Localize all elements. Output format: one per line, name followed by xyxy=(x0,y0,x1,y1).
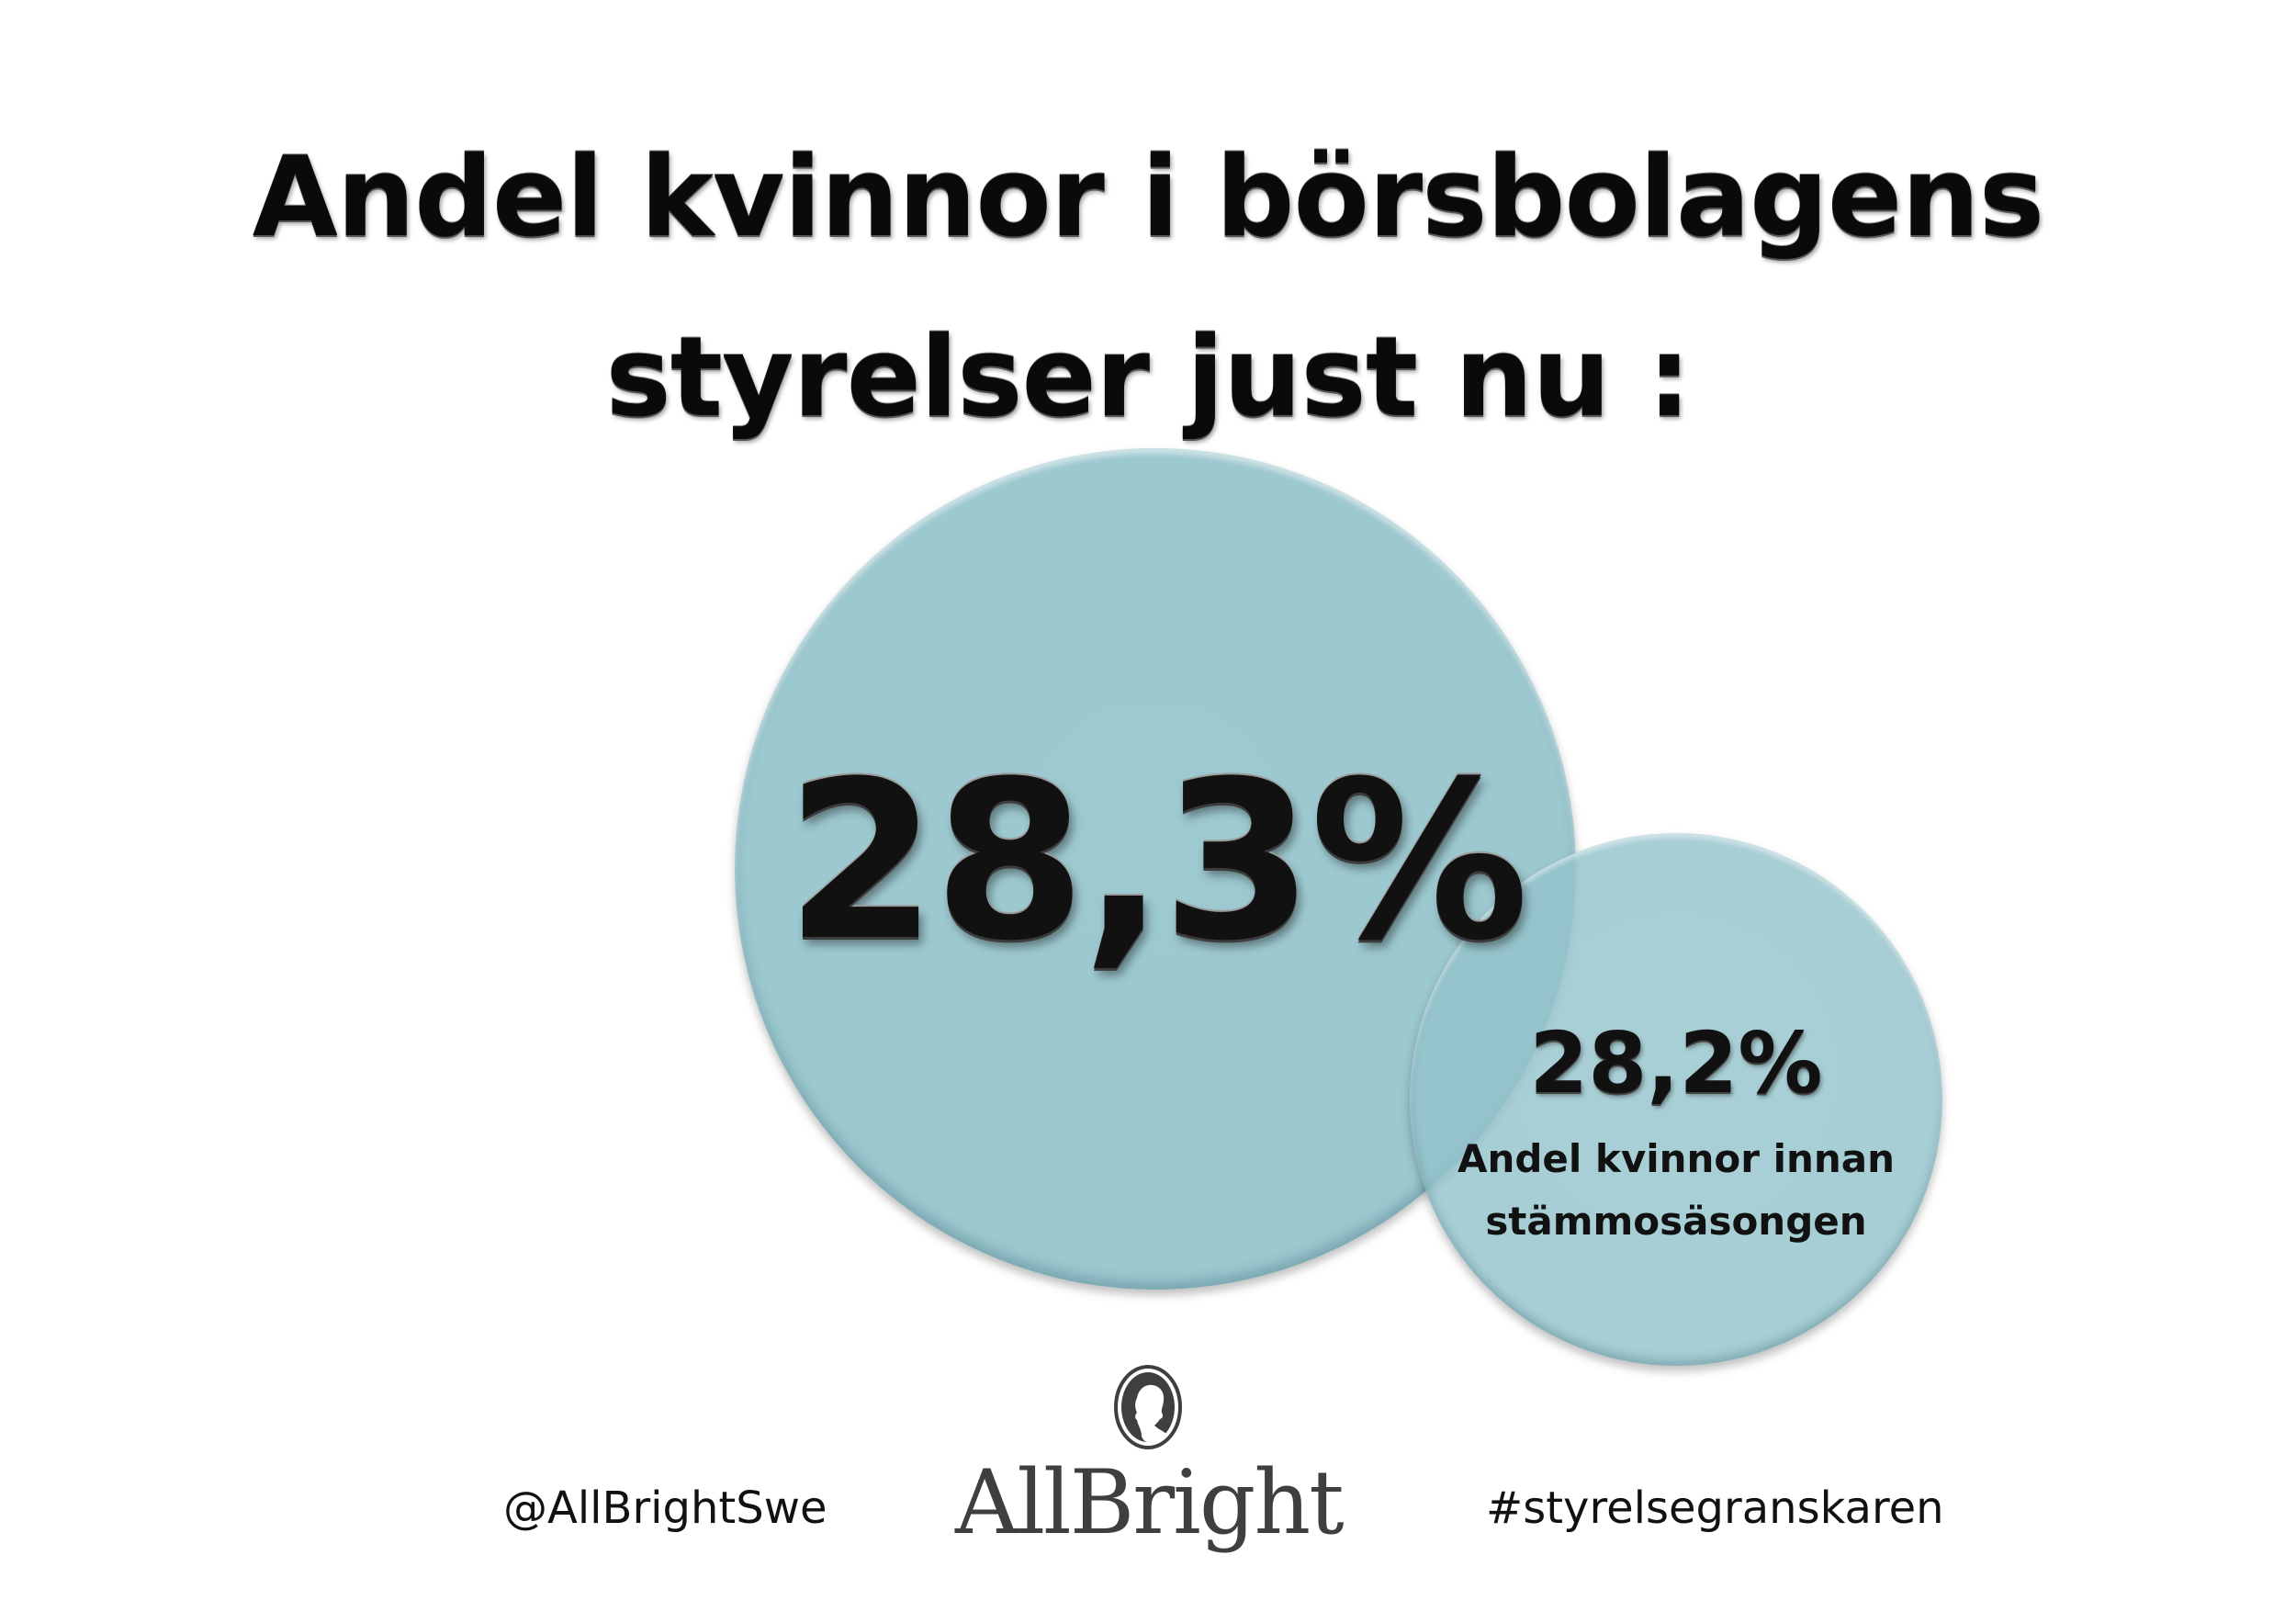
page-title: Andel kvinnor i börsbolagens styrelser j… xyxy=(0,108,2296,468)
hashtag: #styrelsegranskaren xyxy=(1486,1482,1944,1534)
title-line-1: Andel kvinnor i börsbolagens xyxy=(252,134,2044,262)
current-share-value: 28,3% xyxy=(785,735,1529,989)
title-line-2: styrelser just nu : xyxy=(605,314,1691,442)
previous-share-circle xyxy=(1410,833,1942,1366)
allbright-logo: AllBright xyxy=(955,1365,1345,1576)
caption-line-1: Andel kvinnor innan xyxy=(1457,1136,1896,1181)
silhouette-portrait-icon xyxy=(1114,1365,1182,1449)
caption-line-2: stämmosäsongen xyxy=(1485,1199,1867,1244)
allbright-wordmark: AllBright xyxy=(955,1451,1345,1554)
previous-share-value: 28,2% xyxy=(1529,1014,1823,1112)
previous-share-caption: Andel kvinnor innan stämmosäsongen xyxy=(1410,1128,1942,1253)
twitter-handle: @AllBrightSwe xyxy=(503,1482,827,1534)
